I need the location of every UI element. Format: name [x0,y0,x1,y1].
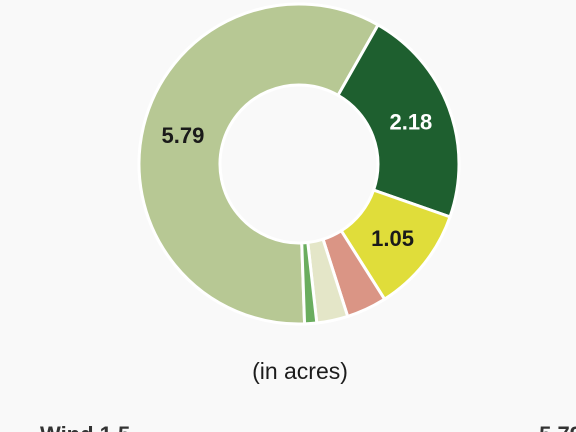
donut-slice-2 [336,23,461,219]
slice-value-label-3: 1.05 [371,226,414,251]
slice-value-label-1: 5.79 [162,123,205,148]
legend-entry-left: Wind 1.5 [40,422,130,432]
donut-slice-6 [300,241,319,326]
slice-value-label-2: 2.18 [389,110,432,135]
donut-slice-1 [137,2,380,326]
donut-chart: 5.79 2.18 1.05 [137,2,461,326]
legend-row-partial: Wind 1.5 5.79 [0,418,576,432]
units-caption: (in acres) [252,358,348,384]
legend-entry-right: 5.79 [539,422,576,432]
